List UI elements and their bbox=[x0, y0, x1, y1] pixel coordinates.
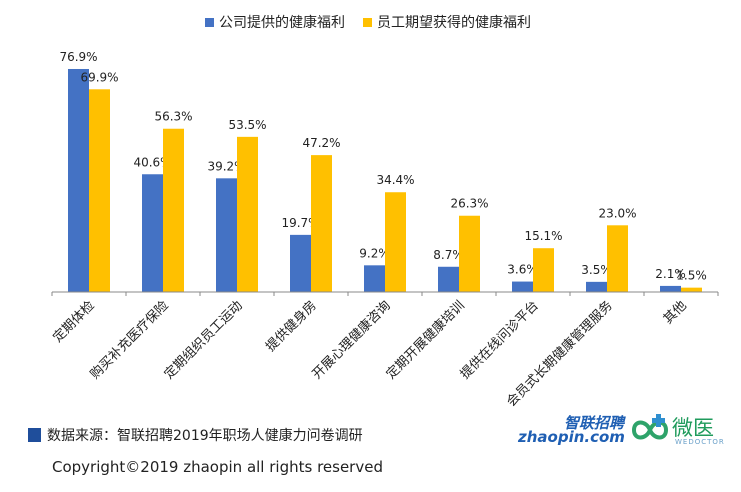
bar bbox=[163, 128, 184, 292]
legend-swatch bbox=[363, 18, 372, 27]
zhaopin-logo-en: zhaopin.com bbox=[518, 428, 625, 446]
bar bbox=[364, 265, 385, 292]
bar bbox=[586, 281, 607, 292]
data-label: 3.6% bbox=[507, 263, 538, 277]
data-label: 9.2% bbox=[359, 246, 390, 260]
weiyi-logo: 微医 WEDOCTOR bbox=[628, 410, 728, 450]
data-label: 53.5% bbox=[228, 118, 266, 132]
bar bbox=[68, 68, 89, 293]
data-label: 34.4% bbox=[376, 173, 414, 187]
weiyi-logo-cn: 微医 bbox=[672, 416, 714, 440]
zhaopin-logo-cn: 智联招聘 bbox=[563, 414, 624, 432]
legend-swatch bbox=[205, 18, 214, 27]
x-tick-label: 开展心理健康咨询 bbox=[309, 298, 394, 383]
data-label: 56.3% bbox=[154, 110, 192, 124]
data-label: 2.1% bbox=[655, 267, 686, 281]
data-label: 76.9% bbox=[59, 50, 97, 64]
bar bbox=[660, 285, 681, 292]
data-label: 23.0% bbox=[598, 206, 636, 220]
zhaopin-logo: 智联招聘 zhaopin.com bbox=[518, 412, 626, 450]
bar bbox=[607, 225, 628, 292]
weiyi-symbol-icon bbox=[631, 414, 669, 440]
data-label: 39.2% bbox=[207, 159, 245, 173]
bar bbox=[216, 178, 237, 292]
source-square-icon bbox=[28, 428, 41, 442]
legend-label: 公司提供的健康福利 bbox=[219, 14, 345, 31]
x-tick-label: 提供在线问诊平台 bbox=[457, 298, 542, 383]
bar bbox=[438, 266, 459, 292]
bar bbox=[142, 174, 163, 292]
data-label: 40.6% bbox=[133, 155, 171, 169]
bar bbox=[385, 192, 406, 292]
data-source-note: 数据来源：智联招聘2019年职场人健康力问卷调研 bbox=[28, 425, 363, 445]
bar bbox=[512, 281, 533, 292]
bar bbox=[89, 89, 110, 292]
x-tick-label: 定期组织员工运动 bbox=[162, 298, 246, 382]
data-label: 19.7% bbox=[281, 216, 319, 230]
legend-label: 员工期望获得的健康福利 bbox=[377, 14, 531, 31]
data-label: 1.5% bbox=[676, 269, 707, 283]
weiyi-logo-en: WEDOCTOR bbox=[675, 438, 725, 446]
data-label: 47.2% bbox=[302, 136, 340, 150]
bar bbox=[681, 287, 702, 292]
data-label: 69.9% bbox=[80, 70, 118, 84]
bar bbox=[311, 155, 332, 292]
x-tick-label: 提供健身房 bbox=[263, 298, 320, 355]
x-tick-label: 定期开展健康培训 bbox=[383, 298, 468, 383]
bar bbox=[237, 136, 258, 292]
bar bbox=[533, 248, 554, 292]
data-label: 15.1% bbox=[524, 229, 562, 243]
bar bbox=[459, 215, 480, 292]
x-tick-label: 购买补充医疗保险 bbox=[87, 298, 172, 383]
source-text: 数据来源：智联招聘2019年职场人健康力问卷调研 bbox=[47, 428, 363, 444]
data-label: 8.7% bbox=[433, 248, 464, 262]
data-label: 3.5% bbox=[581, 263, 612, 277]
x-tick-label: 定期体检 bbox=[50, 298, 97, 345]
bar-chart: 公司提供的健康福利 员工期望获得的健康福利 76.9% 69.9% 定期体检 40.6% 5… bbox=[50, 14, 719, 410]
copyright-text: Copyright©2019 zhaopin all rights reserv… bbox=[52, 458, 383, 476]
x-tick-label: 其他 bbox=[661, 298, 690, 327]
data-label: 26.3% bbox=[450, 197, 488, 211]
bar bbox=[290, 234, 311, 292]
